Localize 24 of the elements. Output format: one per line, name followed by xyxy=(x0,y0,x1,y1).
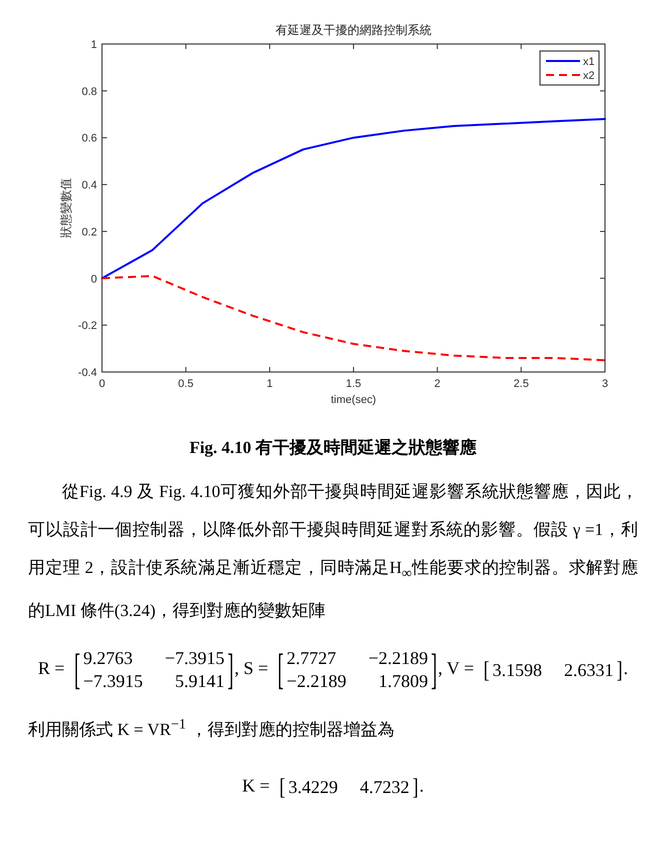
legend-label: x2 xyxy=(583,70,595,82)
x-axis-title: time(sec) xyxy=(330,394,376,406)
text: K = [3.4229 4.7232]. xyxy=(242,774,424,800)
y-tick-label: 0.6 xyxy=(82,132,97,145)
y-tick-label: -0.4 xyxy=(78,367,97,379)
x-tick-label: 2 xyxy=(434,378,440,390)
text: 從Fig. 4.9 及 Fig. 4.10可獲知外部干擾與時間延遲影響系統狀態響應，因此，可以設計一個控制器，以降低外部干擾與時間延遲對系統的影響。假設 γ =1，利用定理 2，設計使系統滿足漸近穩定，同時滿足H$_{∞}$性能要求的控制器。求解對應的LMI 條件(3.24)，得到對應的變數矩陣 xyxy=(28,482,638,620)
y-tick-label: 0.8 xyxy=(82,86,97,98)
x-tick-label: 3 xyxy=(602,378,608,390)
chart-title: 有延遲及干擾的網路控制系統 xyxy=(276,23,432,37)
x-tick-label: 1.5 xyxy=(346,378,362,390)
y-tick-label: 0.2 xyxy=(82,226,97,238)
x-tick-label: 2.5 xyxy=(514,378,529,390)
y-tick-label: 0.4 xyxy=(82,180,97,192)
x-tick-label: 0 xyxy=(98,378,106,390)
x-tick-label: 1 xyxy=(266,378,273,390)
y-axis-title: 狀態變數值 xyxy=(59,178,73,238)
y-tick-label: 0 xyxy=(90,273,97,286)
x-tick-label: 0.5 xyxy=(178,378,194,390)
legend-label: x1 xyxy=(583,56,595,68)
caption: Fig. 4.10 有干擾及時間延遲之狀態響應 xyxy=(189,438,477,457)
y-tick-label: 1 xyxy=(90,39,97,51)
text: 利用關係式 K = VR$^{−1}$ ，得到對應的控制器增益為 xyxy=(28,716,394,740)
y-tick-label: -0.2 xyxy=(78,320,97,332)
